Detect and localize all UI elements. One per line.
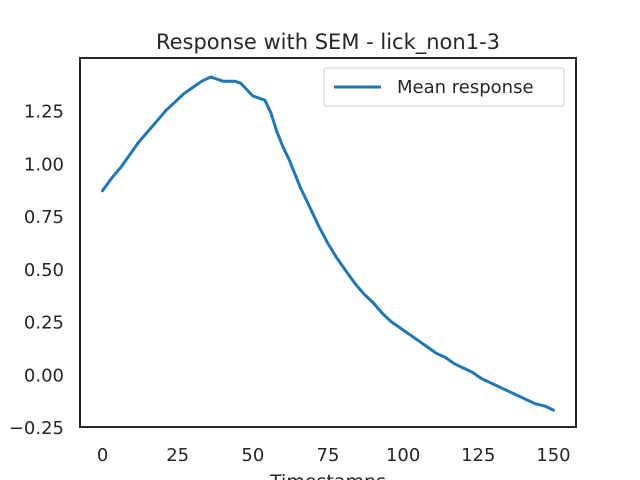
x-tick-label: 25 [166, 445, 189, 466]
series-lines [101, 75, 555, 412]
y-tick-label: 1.25 [24, 102, 64, 123]
y-tick-label: 0.50 [24, 260, 64, 281]
x-tick-label: 75 [317, 445, 340, 466]
x-tick-label: 125 [461, 445, 495, 466]
legend-box [323, 67, 565, 107]
series-line-mean-response [101, 75, 555, 412]
y-tick-label: 0.00 [24, 365, 64, 386]
y-tick-label: −0.25 [9, 418, 64, 439]
plot-area-frame [79, 57, 577, 428]
x-axis-ticks: 0 25 50 75 100 125 150 [97, 445, 571, 466]
y-tick-label: 1.00 [24, 154, 64, 175]
x-tick-label: 150 [536, 445, 570, 466]
x-tick-label: 50 [241, 445, 264, 466]
legend: Mean response [323, 67, 565, 107]
x-tick-label: 100 [386, 445, 420, 466]
x-tick-label: 0 [97, 445, 108, 466]
y-tick-label: 0.75 [24, 207, 64, 228]
y-axis-ticks: −0.25 0.00 0.25 0.50 0.75 1.00 1.25 [9, 102, 64, 439]
y-tick-label: 0.25 [24, 313, 64, 334]
legend-label-mean-response: Mean response [397, 77, 534, 98]
chart-title: Response with SEM - lick_non1-3 [156, 30, 500, 55]
x-axis-label: Timestamps [269, 471, 386, 480]
